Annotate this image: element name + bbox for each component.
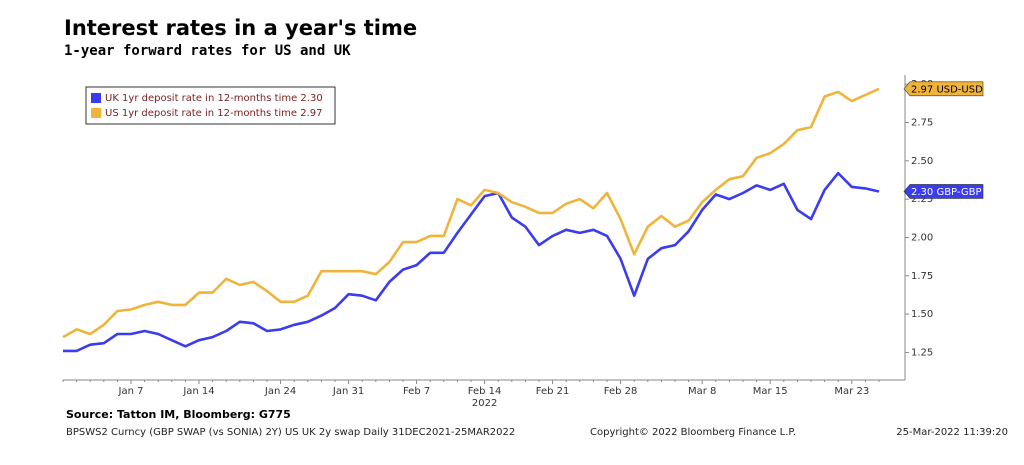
x-tick-label: Feb 28 xyxy=(604,386,638,397)
legend-swatch xyxy=(91,108,101,118)
series-line xyxy=(63,171,880,353)
x-sublabel: 2022 xyxy=(472,398,497,409)
y-tick-label: 2.00 xyxy=(911,232,933,243)
footer-copyright: Copyright© 2022 Bloomberg Finance L.P. xyxy=(590,427,796,438)
y-tick-label: 2.25 xyxy=(911,194,933,205)
x-tick-label: Mar 15 xyxy=(753,386,788,397)
x-tick-label: Feb 14 xyxy=(468,386,502,397)
x-tick-label: Jan 7 xyxy=(118,386,144,397)
y-tick-label: 1.25 xyxy=(911,347,933,358)
x-tick-label: Mar 23 xyxy=(834,386,869,397)
y-tick-label: 2.50 xyxy=(911,156,933,167)
chart-subtitle: 1-year forward rates for US and UK xyxy=(64,43,351,59)
y-tick-label: 1.75 xyxy=(911,271,933,282)
x-tick-label: Feb 7 xyxy=(403,386,430,397)
legend-label: US 1yr deposit rate in 12-months time 2.… xyxy=(105,108,322,119)
x-tick-label: Feb 21 xyxy=(536,386,570,397)
legend: UK 1yr deposit rate in 12-months time 2.… xyxy=(85,86,336,125)
legend-box xyxy=(85,86,336,125)
y-tick-label: 2.75 xyxy=(911,118,933,129)
end-tag-box xyxy=(903,81,984,97)
x-tick-label: Mar 8 xyxy=(688,386,716,397)
x-tick-label: Jan 14 xyxy=(182,386,214,397)
series-line xyxy=(62,87,880,339)
y-tick-label: 1.50 xyxy=(911,309,933,320)
footer-timestamp: 25-Mar-2022 11:39:20 xyxy=(896,427,1008,438)
end-tag-label: 2.30 GBP-GBP xyxy=(911,187,981,198)
source-note: Source: Tatton IM, Bloomberg: G775 xyxy=(66,408,291,421)
chart-title: Interest rates in a year's time xyxy=(64,16,417,40)
end-tag: 2.97 USD-USD xyxy=(903,81,984,97)
x-tick-label: Jan 24 xyxy=(264,386,296,397)
end-tag-label: 2.97 USD-USD xyxy=(911,84,983,95)
legend-label: UK 1yr deposit rate in 12-months time 2.… xyxy=(105,93,323,104)
end-tag-box xyxy=(903,184,984,199)
legend-swatch xyxy=(91,93,101,103)
footer-description: BPSWS2 Curncy (GBP SWAP (vs SONIA) 2Y) U… xyxy=(66,427,515,438)
end-tag: 2.30 GBP-GBP xyxy=(903,184,984,199)
x-tick-label: Jan 31 xyxy=(332,386,364,397)
